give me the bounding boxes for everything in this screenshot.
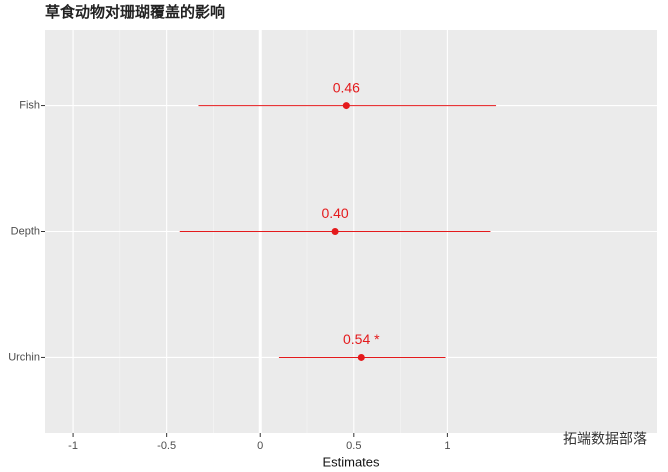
x-tick-label: 1 [444, 440, 450, 452]
x-tick-label: -0.5 [157, 440, 176, 452]
x-axis-label: Estimates [322, 454, 380, 469]
value-label: 0.40 [321, 205, 348, 221]
x-tick-label: 0.5 [346, 440, 361, 452]
y-tick-label: Fish [19, 99, 40, 111]
value-label: 0.46 [333, 79, 360, 95]
watermark: 拓端数据部落 [563, 431, 647, 447]
estimate-point [342, 102, 350, 110]
estimate-point [357, 353, 365, 361]
y-tick-label: Urchin [8, 351, 40, 363]
estimate-point [331, 228, 339, 235]
chart-title: 草食动物对珊瑚覆盖的影响 [45, 3, 225, 21]
value-label: 0.54 * [343, 331, 380, 347]
y-tick-label: Depth [11, 225, 40, 237]
x-tick-label: 0 [257, 440, 263, 452]
x-tick-label: -1 [68, 440, 78, 452]
